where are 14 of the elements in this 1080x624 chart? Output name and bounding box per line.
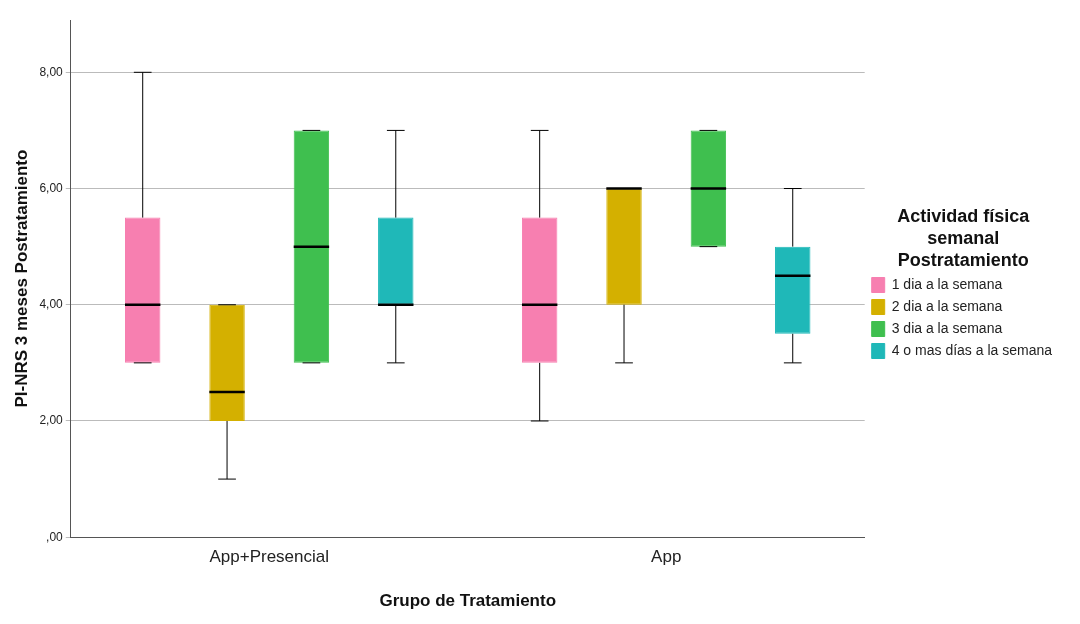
y-tick-label: 6,00: [39, 180, 64, 195]
legend-label: 4 o mas días a la semana: [891, 341, 1053, 358]
y-tick-label: 8,00: [39, 64, 64, 79]
y-tick-label: ,00: [46, 529, 64, 544]
legend-label: 2 dia a la semana: [891, 297, 1003, 314]
legend-title: Actividad física semanal Postratamiento: [897, 205, 1031, 270]
legend-label: 3 dia a la semana: [891, 319, 1003, 336]
y-tick-label: 2,00: [39, 413, 64, 428]
x-tick-label: App+Presencial: [209, 547, 330, 567]
y-axis-title: PI-NRS 3 meses Postratamiento: [11, 149, 31, 408]
x-tick-label: App: [651, 547, 682, 567]
legend-label: 1 dia a la semana: [891, 275, 1003, 292]
y-tick-label: 4,00: [39, 297, 64, 312]
x-axis-title: Grupo de Tratamiento: [379, 591, 557, 611]
